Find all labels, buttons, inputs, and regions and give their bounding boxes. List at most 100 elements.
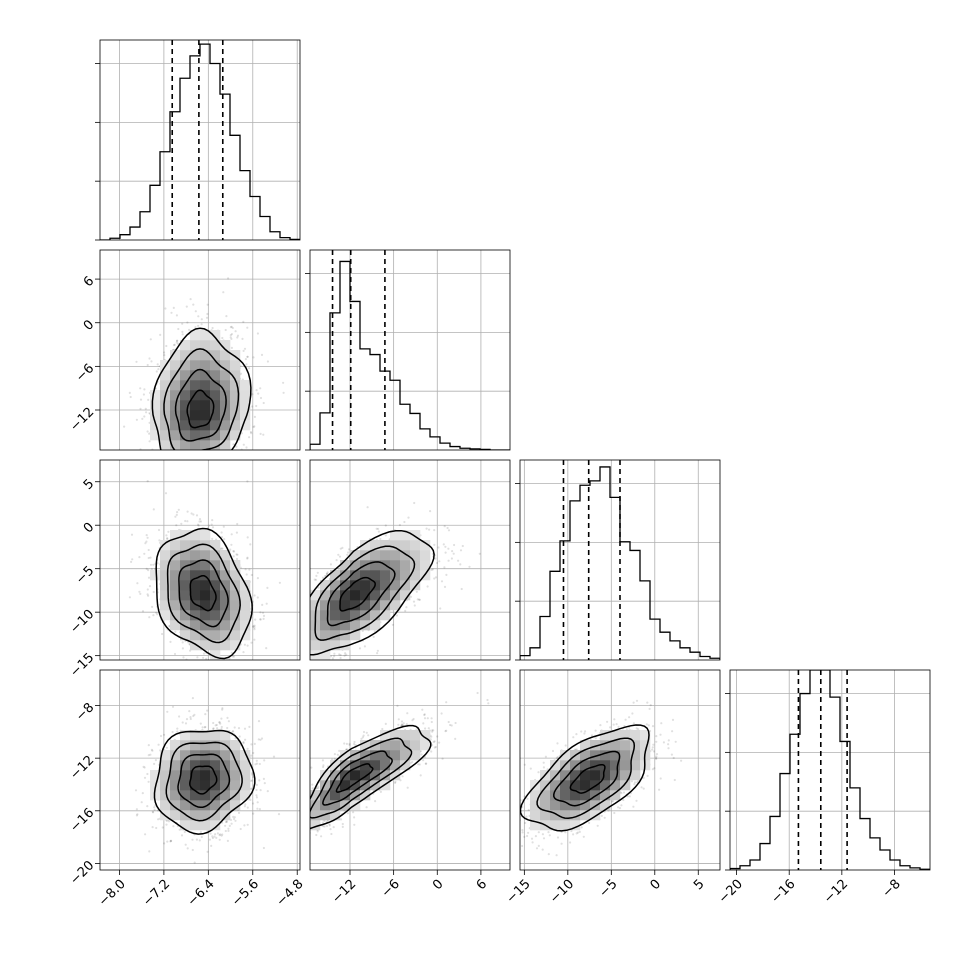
scatter-point xyxy=(534,835,538,838)
y-tick-label: −12 xyxy=(67,405,97,435)
scatter-point xyxy=(170,311,173,314)
scatter-point xyxy=(139,448,142,450)
scatter-point xyxy=(171,705,175,708)
density-cell xyxy=(400,570,411,581)
density-cell xyxy=(320,620,331,631)
scatter-point xyxy=(516,815,518,817)
scatter-point xyxy=(181,322,184,325)
scatter-point xyxy=(143,388,146,391)
scatter-point xyxy=(252,625,255,628)
density-cell xyxy=(210,620,221,631)
density-cell xyxy=(210,580,221,591)
scatter-point xyxy=(240,432,243,435)
density-cell xyxy=(610,730,621,741)
scatter-point xyxy=(651,748,654,751)
density-cell xyxy=(210,360,221,371)
density-cell xyxy=(170,590,181,601)
scatter-point xyxy=(224,328,227,332)
scatter-point xyxy=(446,526,449,530)
scatter-point xyxy=(139,592,142,596)
density-cell xyxy=(200,620,211,631)
scatter-point xyxy=(423,717,427,720)
y-tick-label: −20 xyxy=(67,858,97,888)
scatter-point xyxy=(419,774,422,777)
density-cell xyxy=(240,770,251,781)
scatter-point xyxy=(193,861,196,864)
scatter-point xyxy=(418,598,421,601)
scatter-point xyxy=(255,788,258,792)
density-cell xyxy=(360,790,371,801)
scatter-point xyxy=(214,833,217,836)
scatter-point xyxy=(633,781,637,784)
scatter-point xyxy=(234,330,237,333)
scatter-point xyxy=(236,686,238,688)
density-cell xyxy=(180,790,191,801)
scatter-point xyxy=(439,607,442,610)
scatter-point xyxy=(172,306,175,309)
density-cell xyxy=(170,620,181,631)
scatter-point xyxy=(329,828,332,831)
scatter-point xyxy=(161,632,164,636)
density-cell xyxy=(190,820,201,831)
scatter-point xyxy=(130,560,133,564)
scatter-point xyxy=(152,508,155,511)
scatter-point xyxy=(146,588,149,591)
scatter-point xyxy=(332,826,335,829)
scatter-point xyxy=(215,836,218,840)
scatter-point xyxy=(169,455,171,457)
scatter-point xyxy=(168,461,170,463)
scatter-point xyxy=(306,814,308,816)
scatter-point xyxy=(426,717,429,720)
scatter-point xyxy=(339,547,342,550)
density-cell xyxy=(350,550,361,561)
scatter-point xyxy=(232,550,235,553)
scatter-point xyxy=(301,809,303,811)
scatter-point xyxy=(147,569,150,572)
density-cell xyxy=(150,390,161,401)
density-cell xyxy=(360,740,371,751)
density-cell xyxy=(240,760,251,771)
density-cell xyxy=(200,730,211,741)
scatter-point xyxy=(135,808,138,811)
scatter-point xyxy=(256,807,259,810)
scatter-point xyxy=(575,733,578,736)
density-cell xyxy=(160,540,171,551)
scatter-point xyxy=(282,831,284,833)
density-cell xyxy=(190,590,201,601)
density-cell xyxy=(410,570,421,581)
scatter-point xyxy=(211,836,214,840)
scatter-point xyxy=(295,640,297,642)
density-cell xyxy=(210,610,221,621)
scatter-point xyxy=(189,462,191,464)
scatter-point xyxy=(447,529,451,532)
density-contour xyxy=(339,576,376,612)
scatter-point xyxy=(220,834,223,837)
scatter-point xyxy=(252,812,255,815)
scatter-point xyxy=(172,825,175,828)
scatter-point xyxy=(498,819,500,821)
scatter-point xyxy=(199,830,202,834)
density-cell xyxy=(360,610,371,621)
scatter-point xyxy=(248,725,251,729)
scatter-point xyxy=(529,767,532,770)
scatter-point xyxy=(150,568,153,571)
density-cell xyxy=(200,400,211,411)
scatter-point xyxy=(236,522,239,526)
scatter-point xyxy=(305,624,307,626)
scatter-point xyxy=(293,639,295,641)
scatter-point xyxy=(147,398,150,401)
density-cell xyxy=(240,420,251,431)
density-cell xyxy=(210,600,221,611)
scatter-point xyxy=(301,652,303,654)
scatter-point xyxy=(189,475,191,477)
density-cell xyxy=(610,790,621,801)
scatter-point xyxy=(398,523,401,527)
scatter-point xyxy=(606,720,609,723)
scatter-point xyxy=(144,833,147,836)
scatter-point xyxy=(236,336,239,339)
scatter-point xyxy=(175,314,178,317)
scatter-point xyxy=(362,734,365,737)
scatter-point xyxy=(180,834,184,837)
density-cell xyxy=(190,540,201,551)
y-tick-label: −12 xyxy=(67,753,97,783)
